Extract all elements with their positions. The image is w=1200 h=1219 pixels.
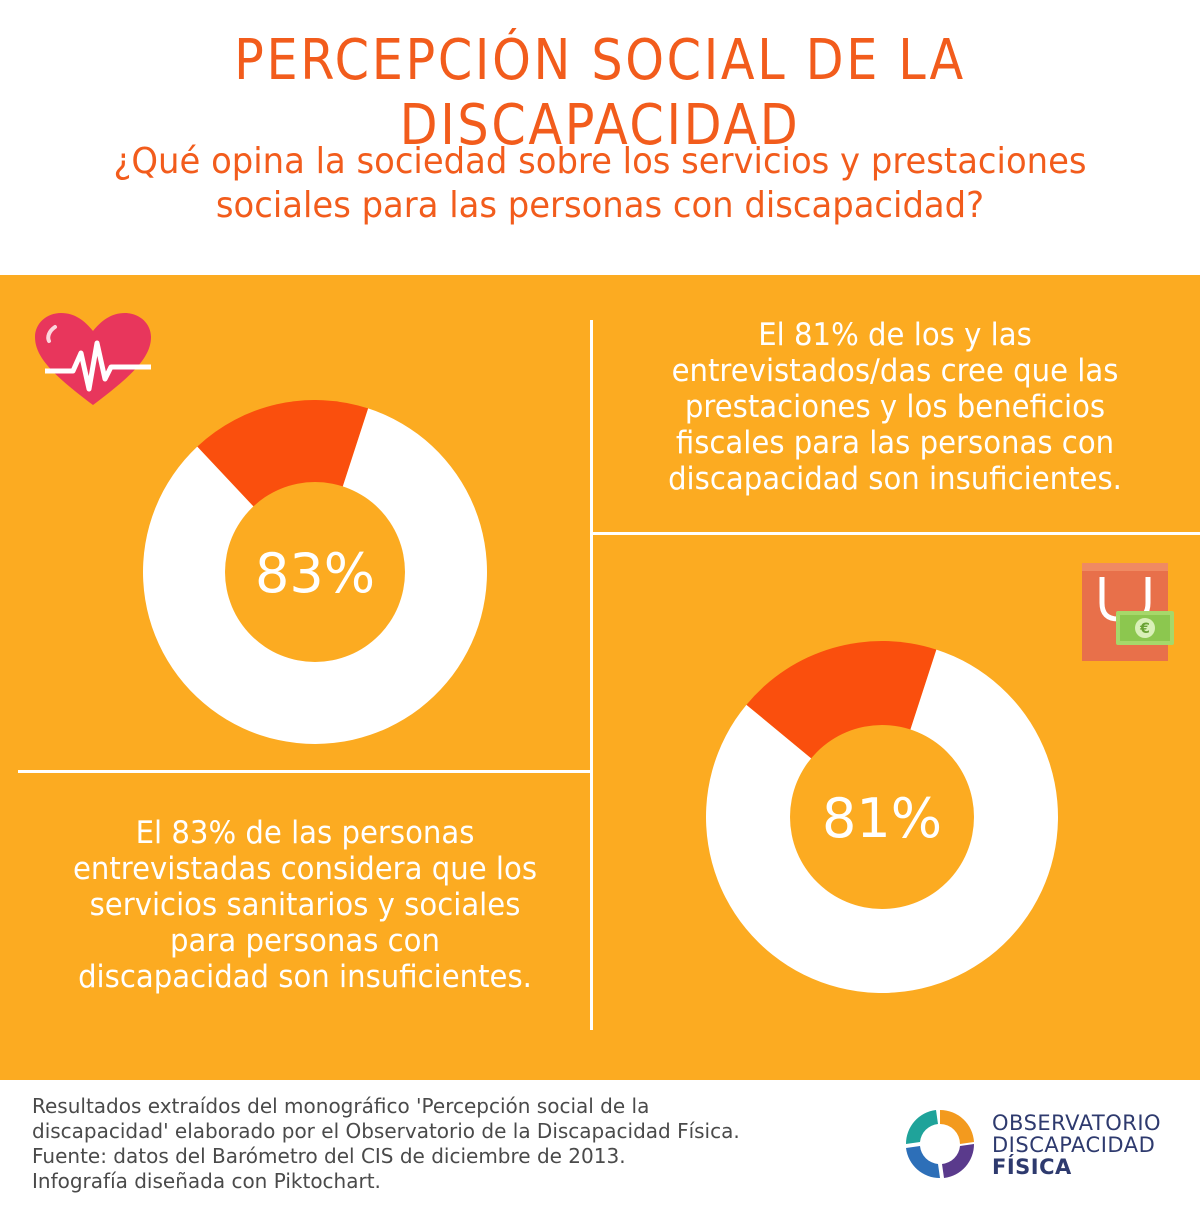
page-subtitle: ¿Qué opina la sociedad sobre los servici… xyxy=(36,140,1164,228)
donut-hole xyxy=(790,725,974,909)
observatorio-logo: OBSERVATORIO DISCAPACIDAD FÍSICA xyxy=(900,1104,1180,1184)
stat-text-line: El 83% de las personas xyxy=(135,815,475,851)
donut-hole xyxy=(225,482,405,662)
footer-line: Infografía diseñada con Piktochart. xyxy=(32,1169,381,1193)
stat-text-line: El 81% de los y las xyxy=(758,317,1032,353)
stat-text-line: para personas con xyxy=(170,923,440,959)
donut-chart-83: 83% xyxy=(143,400,487,744)
logo-line: FÍSICA xyxy=(992,1155,1072,1179)
donut-center-label: 83% xyxy=(255,542,375,605)
stat-text-line: entrevistadas considera que los xyxy=(72,851,538,887)
donut-chart-81: 81% xyxy=(706,641,1058,993)
right-divider xyxy=(593,532,1200,535)
footer-line: Resultados extraídos del monográfico 'Pe… xyxy=(32,1094,650,1118)
stat-text-line: discapacidad son insuficientes. xyxy=(668,461,1122,497)
shopping-bag-euro-icon: € xyxy=(1082,563,1174,661)
stats-panel: 83% El 83% de las personas entrevistadas… xyxy=(0,275,1200,1080)
donut-center-label: 81% xyxy=(822,787,942,850)
stat-text-line: servicios sanitarios y sociales xyxy=(89,887,521,923)
footer-line: discapacidad' elaborado por el Observato… xyxy=(32,1119,740,1143)
stat-right-text: El 81% de los y las entrevistados/das cr… xyxy=(627,317,1163,497)
stat-text-line: discapacidad son insuficientes. xyxy=(78,959,532,995)
subtitle-line: ¿Qué opina la sociedad sobre los servici… xyxy=(113,141,1087,182)
logo-line: OBSERVATORIO xyxy=(992,1111,1162,1135)
heart-pulse-icon xyxy=(35,313,151,405)
footer-source: Resultados extraídos del monográfico 'Pe… xyxy=(32,1094,872,1194)
observatorio-logo-icon xyxy=(905,1110,975,1179)
stat-text-line: fiscales para las personas con xyxy=(675,425,1115,461)
svg-text:€: € xyxy=(1139,621,1150,637)
stat-left-text: El 83% de las personas entrevistadas con… xyxy=(47,815,564,995)
logo-wordmark: OBSERVATORIO DISCAPACIDAD FÍSICA xyxy=(992,1112,1161,1178)
stat-text-line: entrevistados/das cree que las xyxy=(671,353,1119,389)
vertical-divider xyxy=(590,320,593,1030)
left-divider xyxy=(18,770,590,773)
subtitle-line: sociales para las personas con discapaci… xyxy=(215,185,985,226)
footer-line: Fuente: datos del Barómetro del CIS de d… xyxy=(32,1144,626,1168)
stat-text-line: prestaciones y los beneficios xyxy=(684,389,1106,425)
logo-line: DISCAPACIDAD xyxy=(992,1133,1156,1157)
page-title: PERCEPCIÓN SOCIAL DE LA DISCAPACIDAD xyxy=(234,28,966,158)
